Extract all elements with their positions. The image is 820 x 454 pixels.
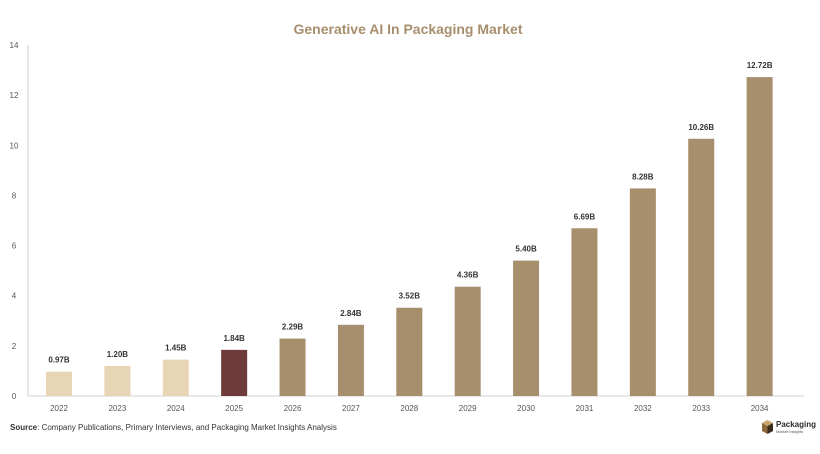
y-tick-label: 8 — [12, 191, 17, 200]
x-tick-label-2023: 2023 — [108, 404, 126, 413]
logo-name: Packaging — [776, 419, 817, 429]
data-label-2028: 3.52B — [399, 292, 421, 301]
data-label-2026: 2.29B — [282, 323, 304, 332]
y-tick-label: 10 — [10, 141, 19, 150]
x-tick-label-2022: 2022 — [50, 404, 68, 413]
x-tick-label-2034: 2034 — [751, 404, 769, 413]
data-labels: 0.97B 1.20B 1.45B 1.84B 2.29B 2.84B 3.52B 4.36B… — [48, 61, 772, 365]
bar-2022 — [46, 371, 72, 396]
bars — [46, 77, 773, 396]
y-tick-label: 4 — [12, 292, 17, 301]
bar-2027 — [337, 324, 364, 396]
chart-title: Generative AI In Packaging Market — [293, 21, 522, 37]
x-tick-label-2033: 2033 — [692, 404, 710, 413]
bar-2029 — [454, 286, 481, 396]
source-label: Source — [10, 423, 38, 432]
y-tick-label: 14 — [10, 41, 19, 50]
data-label-2029: 4.36B — [457, 271, 479, 280]
y-tick-label: 2 — [12, 342, 17, 351]
bar-2024 — [162, 359, 189, 396]
x-tick-label-2027: 2027 — [342, 404, 360, 413]
y-tick-label: 6 — [12, 242, 17, 251]
y-tick-label: 12 — [10, 91, 19, 100]
cube-icon — [762, 420, 773, 434]
x-axis: 2022 2023 2024 2025 2026 2027 2028 2029 2030 2031… — [28, 395, 804, 413]
data-label-2022: 0.97B — [48, 356, 70, 365]
data-label-2027: 2.84B — [340, 309, 362, 318]
data-label-2031: 6.69B — [574, 212, 596, 221]
y-axis: 0 2 4 6 8 10 12 14 — [10, 41, 29, 401]
bar-2032 — [629, 188, 656, 396]
x-tick-label-2025: 2025 — [225, 404, 243, 413]
bar-2031 — [571, 228, 598, 396]
bar-2034 — [746, 77, 773, 396]
brand-logo: Packaging Market Insights — [762, 420, 816, 434]
data-label-2024: 1.45B — [165, 344, 187, 353]
logo-tagline: Market Insights — [776, 428, 804, 434]
data-label-2033: 10.26B — [688, 123, 714, 132]
y-tick-label: 0 — [12, 392, 17, 401]
x-tick-label-2029: 2029 — [459, 404, 477, 413]
data-label-2023: 1.20B — [107, 350, 129, 359]
x-tick-label-2028: 2028 — [400, 404, 418, 413]
bar-2023 — [104, 365, 131, 396]
data-label-2025: 1.84B — [223, 334, 245, 343]
bar-2026 — [279, 338, 306, 396]
bar-2030 — [513, 260, 540, 396]
bar-2033 — [688, 138, 715, 396]
x-tick-label-2024: 2024 — [167, 404, 185, 413]
source-text: : Company Publications, Primary Intervie… — [37, 423, 337, 432]
x-tick-label-2030: 2030 — [517, 404, 535, 413]
x-tick-label-2031: 2031 — [576, 404, 594, 413]
x-tick-label-2026: 2026 — [284, 404, 302, 413]
source-note: Source: Company Publications, Primary In… — [10, 423, 337, 432]
x-tick-label-2032: 2032 — [634, 404, 652, 413]
bar-2028 — [396, 307, 423, 396]
data-label-2030: 5.40B — [515, 245, 537, 254]
bar-2025 — [221, 349, 248, 396]
data-label-2032: 8.28B — [632, 172, 654, 181]
data-label-2034: 12.72B — [747, 61, 773, 70]
